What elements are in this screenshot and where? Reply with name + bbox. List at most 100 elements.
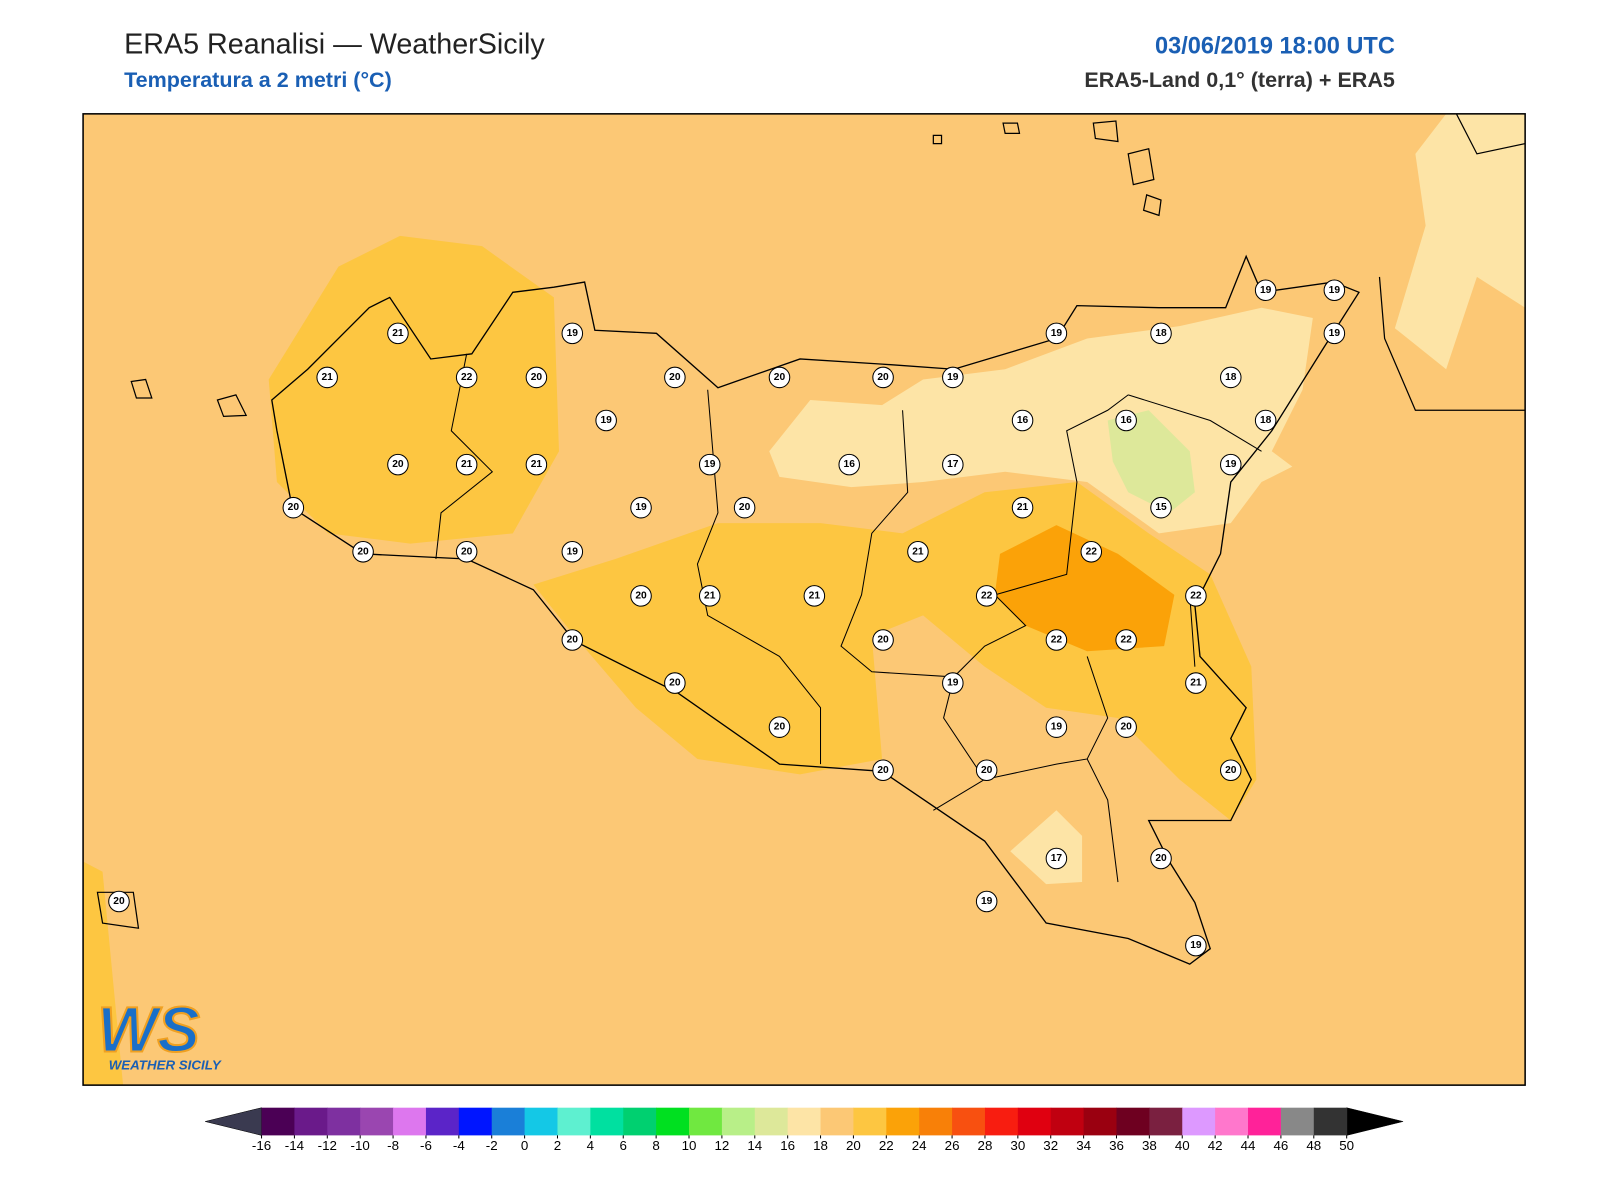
station: 21 [907, 541, 929, 563]
colorbar-bin [820, 1107, 854, 1136]
datetime: 03/06/2019 18:00 UTC [1155, 32, 1395, 58]
station-marker [1080, 541, 1103, 563]
map: 21 19 21 22 20 20 20 20 19 19 18 19 19 19 18 19 16 16 18 20… [82, 113, 1526, 1086]
source: ERA5-Land 0,1° (terra) + ERA5 [1084, 68, 1395, 92]
station-value: 19 [981, 896, 993, 907]
station-value: 15 [1155, 502, 1167, 513]
station-value: 20 [877, 372, 889, 383]
station-value: 19 [567, 328, 579, 339]
station-value: 19 [635, 502, 647, 513]
station-marker [975, 759, 998, 782]
station-marker [316, 366, 338, 389]
station-marker [733, 496, 756, 519]
station: 19 [1185, 934, 1207, 957]
coastline [271, 254, 1360, 965]
colorbar-label: 18 [813, 1138, 828, 1153]
station: 21 [1011, 496, 1034, 519]
station-value: 22 [1190, 590, 1202, 601]
station: 17 [1045, 847, 1068, 870]
colorbar-bin [984, 1107, 1019, 1136]
station: 20 [455, 541, 478, 563]
colorbar-bin [590, 1107, 624, 1136]
station-value: 22 [1120, 635, 1132, 646]
colorbar-label: 8 [652, 1138, 659, 1153]
station: 20 [1220, 759, 1242, 782]
colorbar-label: 28 [978, 1138, 993, 1153]
station-value: 19 [947, 372, 959, 383]
colorbar-label: 48 [1306, 1138, 1321, 1153]
colorbar-label: 40 [1175, 1138, 1190, 1153]
station-marker [352, 541, 374, 563]
colorbar-bin [1050, 1107, 1085, 1136]
station: 20 [352, 541, 374, 563]
station-marker [630, 496, 652, 519]
station-value: 20 [357, 546, 369, 557]
province-border [435, 353, 1262, 883]
station: 19 [1220, 453, 1242, 476]
station-value: 20 [531, 372, 543, 383]
station-marker [455, 366, 478, 389]
station: 19 [698, 453, 721, 476]
station-value: 20 [1155, 853, 1167, 864]
station: 21 [387, 322, 409, 345]
station: 21 [455, 453, 478, 476]
station: 20 [1150, 847, 1172, 870]
station: 22 [1045, 629, 1068, 651]
colorbar-label: -8 [387, 1138, 399, 1153]
colorbar-bin [1215, 1107, 1249, 1136]
colorbar-label: 50 [1339, 1138, 1354, 1153]
colorbar-bin [1149, 1107, 1183, 1136]
colorbar-bin [491, 1107, 526, 1136]
station: 20 [1115, 716, 1137, 738]
station-value: 20 [461, 546, 473, 557]
colorbar-bin [886, 1107, 920, 1136]
station: 20 [872, 366, 894, 389]
field-20-22 [268, 235, 559, 544]
station: 21 [316, 366, 338, 389]
station-marker [1220, 759, 1242, 782]
colorbar-label: -16 [252, 1138, 271, 1153]
station-marker [282, 496, 305, 519]
station: 20 [525, 366, 548, 389]
colorbar-label: 36 [1109, 1138, 1124, 1153]
colorbar-label: 30 [1010, 1138, 1025, 1153]
station-marker [1220, 366, 1242, 389]
station: 22 [455, 366, 478, 389]
station-value: 16 [1017, 415, 1029, 426]
colorbar-label: 34 [1076, 1138, 1091, 1153]
station: 18 [1150, 322, 1172, 345]
station-value: 20 [774, 372, 786, 383]
station: 16 [838, 453, 860, 476]
station-value: 21 [461, 459, 473, 470]
colorbar-label: 12 [714, 1138, 729, 1153]
station-marker [561, 541, 584, 563]
colorbar: -16 -14 -12 -10 -8 -6 -4 -2 0 2 4 6 8 10 12 14 16 18 20 22 2… [205, 1107, 1404, 1153]
colorbar-under [205, 1107, 262, 1136]
colorbar-bin [1083, 1107, 1118, 1136]
station: 20 [768, 716, 791, 738]
station: 22 [975, 585, 998, 607]
station-value: 21 [809, 590, 821, 601]
station: 20 [664, 672, 686, 694]
station-marker [1045, 847, 1068, 870]
station: 19 [942, 366, 964, 389]
station-value: 19 [1225, 459, 1237, 470]
station: 20 [733, 496, 756, 519]
station-value: 20 [877, 635, 889, 646]
station-value: 20 [669, 678, 681, 689]
station: 19 [561, 322, 584, 345]
station-marker [907, 541, 929, 563]
station-marker [664, 672, 686, 694]
station-marker [872, 629, 894, 651]
station-value: 21 [392, 328, 404, 339]
station-marker [975, 585, 998, 607]
station: 21 [803, 585, 826, 607]
station-value: 19 [1260, 285, 1272, 296]
station-value: 21 [1017, 502, 1029, 513]
colorbar-label: 0 [521, 1138, 528, 1153]
station-marker [455, 453, 478, 476]
station-value: 17 [947, 459, 959, 470]
station-value: 19 [1051, 328, 1063, 339]
colorbar-bin [754, 1107, 789, 1136]
station-marker [942, 366, 964, 389]
